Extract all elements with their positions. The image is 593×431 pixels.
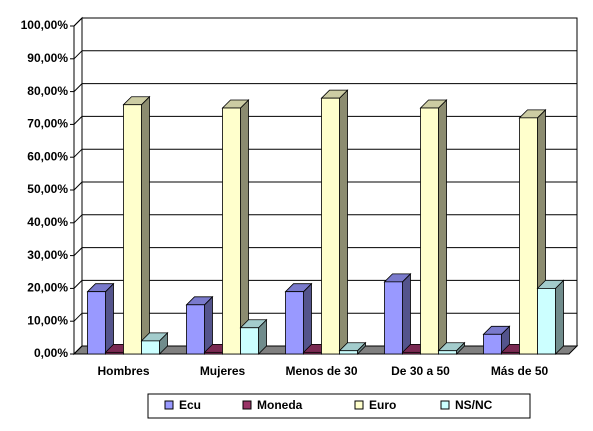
bar-side xyxy=(339,89,348,355)
legend-box xyxy=(147,393,531,419)
grid-line-wall xyxy=(73,280,83,289)
x-tick-label: Mujeres xyxy=(200,364,246,378)
grid-line-wall xyxy=(73,181,83,191)
legend-label: Euro xyxy=(369,398,396,412)
bar-side xyxy=(240,99,249,355)
grid-line-wall xyxy=(73,83,83,92)
bar xyxy=(420,107,439,355)
bar xyxy=(240,327,259,355)
bar xyxy=(339,350,358,355)
bar xyxy=(483,333,502,355)
bar xyxy=(384,281,403,355)
bar xyxy=(87,291,106,355)
grid-line-wall xyxy=(73,214,83,224)
bar xyxy=(285,291,304,355)
x-tick-label: Menos de 30 xyxy=(285,364,357,378)
legend-label: Ecu xyxy=(179,398,201,412)
bar xyxy=(438,350,457,355)
grid-line-wall xyxy=(73,50,83,60)
grid-line-wall xyxy=(73,312,83,322)
legend-swatch xyxy=(354,400,364,410)
bar-side xyxy=(438,99,447,355)
y-tick-label: 20,00% xyxy=(27,281,68,295)
y-tick-label: 70,00% xyxy=(27,117,68,131)
grid-line-wall xyxy=(73,17,83,27)
grid-line-wall xyxy=(73,247,83,256)
x-tick-label: Más de 50 xyxy=(491,364,549,378)
x-tick-label: De 30 a 50 xyxy=(391,364,450,378)
legend-swatch xyxy=(242,400,252,410)
grid-line-wall xyxy=(73,148,83,158)
bar-side xyxy=(402,272,411,355)
bar-side xyxy=(141,95,150,355)
bar-side xyxy=(105,282,114,355)
bar xyxy=(105,351,124,355)
grid-line-wall xyxy=(73,345,83,355)
bar xyxy=(321,97,340,355)
legend-swatch xyxy=(440,400,450,410)
y-tick-label: 80,00% xyxy=(27,84,68,98)
bar xyxy=(186,304,205,355)
bar xyxy=(222,107,241,355)
x-tick-label: Hombres xyxy=(97,364,149,378)
bar-side xyxy=(555,279,564,355)
y-tick-label: 100,00% xyxy=(21,18,69,32)
bar-side xyxy=(303,282,312,355)
bar xyxy=(303,351,322,355)
grid-line-wall xyxy=(73,116,83,125)
bar xyxy=(141,340,160,355)
y-tick-label: 90,00% xyxy=(27,51,68,65)
bar xyxy=(204,351,223,355)
bar xyxy=(123,104,142,355)
y-tick-label: 50,00% xyxy=(27,182,68,196)
y-tick-label: 40,00% xyxy=(27,215,68,229)
legend-label: NS/NC xyxy=(455,398,493,412)
y-tick-label: 60,00% xyxy=(27,149,68,163)
y-tick-label: 10,00% xyxy=(27,313,68,327)
bar xyxy=(537,287,556,355)
legend-label: Moneda xyxy=(257,398,303,412)
legend-swatch xyxy=(164,400,174,410)
y-tick-label: 30,00% xyxy=(27,248,68,262)
bar xyxy=(501,351,520,355)
bar xyxy=(519,117,538,355)
bar xyxy=(402,351,421,355)
y-tick-label: 0,00% xyxy=(34,346,68,360)
